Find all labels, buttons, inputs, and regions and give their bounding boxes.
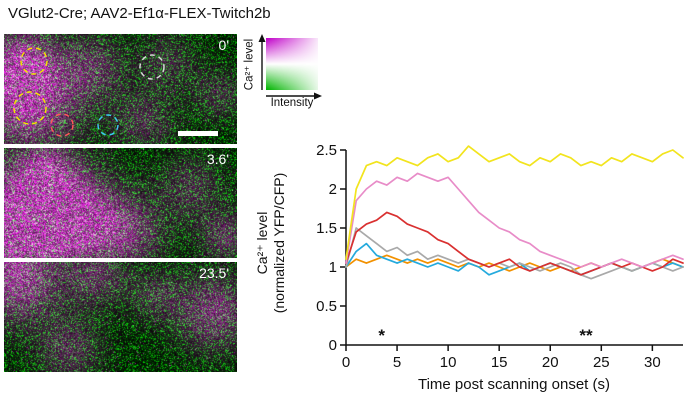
trace-gray-roi: [345, 227, 684, 280]
roi-circle-3: [97, 114, 119, 136]
scale-bar: [178, 131, 218, 136]
chart-y-axis-label-line1: Ca²⁺ level: [254, 211, 270, 275]
roi-circle-0: [20, 47, 48, 75]
trace-yellow-roi: [345, 145, 684, 261]
right-arrowhead-icon: [314, 92, 322, 100]
x-tick-label: 15: [491, 354, 508, 371]
roi-circle-1: [13, 91, 47, 125]
trace-pink-roi: [345, 172, 684, 268]
x-tick-label: 10: [440, 354, 457, 371]
image-frame-0: 0': [4, 34, 237, 144]
time-label-2: 23.5': [199, 265, 229, 281]
colormap-axes: [258, 34, 322, 100]
microscopy-image-1: [4, 148, 237, 258]
image-frame-2: 23.5': [4, 262, 237, 372]
chart-y-axis-label: Ca²⁺ level (normalized YFP/CFP): [254, 138, 290, 348]
figure-title: VGlut2-Cre; AAV2-Ef1α-FLEX-Twitch2b: [8, 5, 271, 22]
up-arrowhead-icon: [258, 34, 266, 42]
y-tick-label: 2.5: [316, 142, 337, 159]
chart-x-axis-label: Time post scanning onset (s): [417, 376, 611, 393]
roi-overlay: [13, 47, 165, 137]
x-tick-label: 0: [342, 354, 350, 371]
y-tick-label: 0: [329, 337, 337, 354]
roi-circle-4: [139, 54, 165, 80]
image-frame-1: 3.6': [4, 148, 237, 258]
colormap-gradient: [266, 38, 318, 90]
x-tick-label: 30: [644, 354, 661, 371]
trace-red-roi: [345, 211, 684, 276]
roi-circle-2: [50, 113, 74, 137]
colormap-xlabel: Intensity: [270, 97, 314, 109]
chart-y-axis-label-line2: (normalized YFP/CFP): [271, 172, 287, 314]
x-tick-label: 25: [593, 354, 610, 371]
y-tick-label: 1: [329, 259, 337, 276]
time-label-1: 3.6': [206, 151, 229, 167]
time-label-0: 0': [218, 37, 229, 53]
microscopy-image-2: [4, 262, 237, 372]
significance-marker: **: [579, 326, 593, 345]
microscopy-image-0: [4, 34, 237, 144]
x-tick-label: 5: [393, 354, 401, 371]
x-tick-label: 20: [542, 354, 559, 371]
y-tick-label: 2: [329, 181, 337, 198]
colormap-ylabel: Ca²⁺ level: [243, 38, 256, 91]
significance-marker: *: [378, 326, 385, 345]
y-tick-label: 0.5: [316, 298, 337, 315]
y-tick-label: 1.5: [316, 220, 337, 237]
